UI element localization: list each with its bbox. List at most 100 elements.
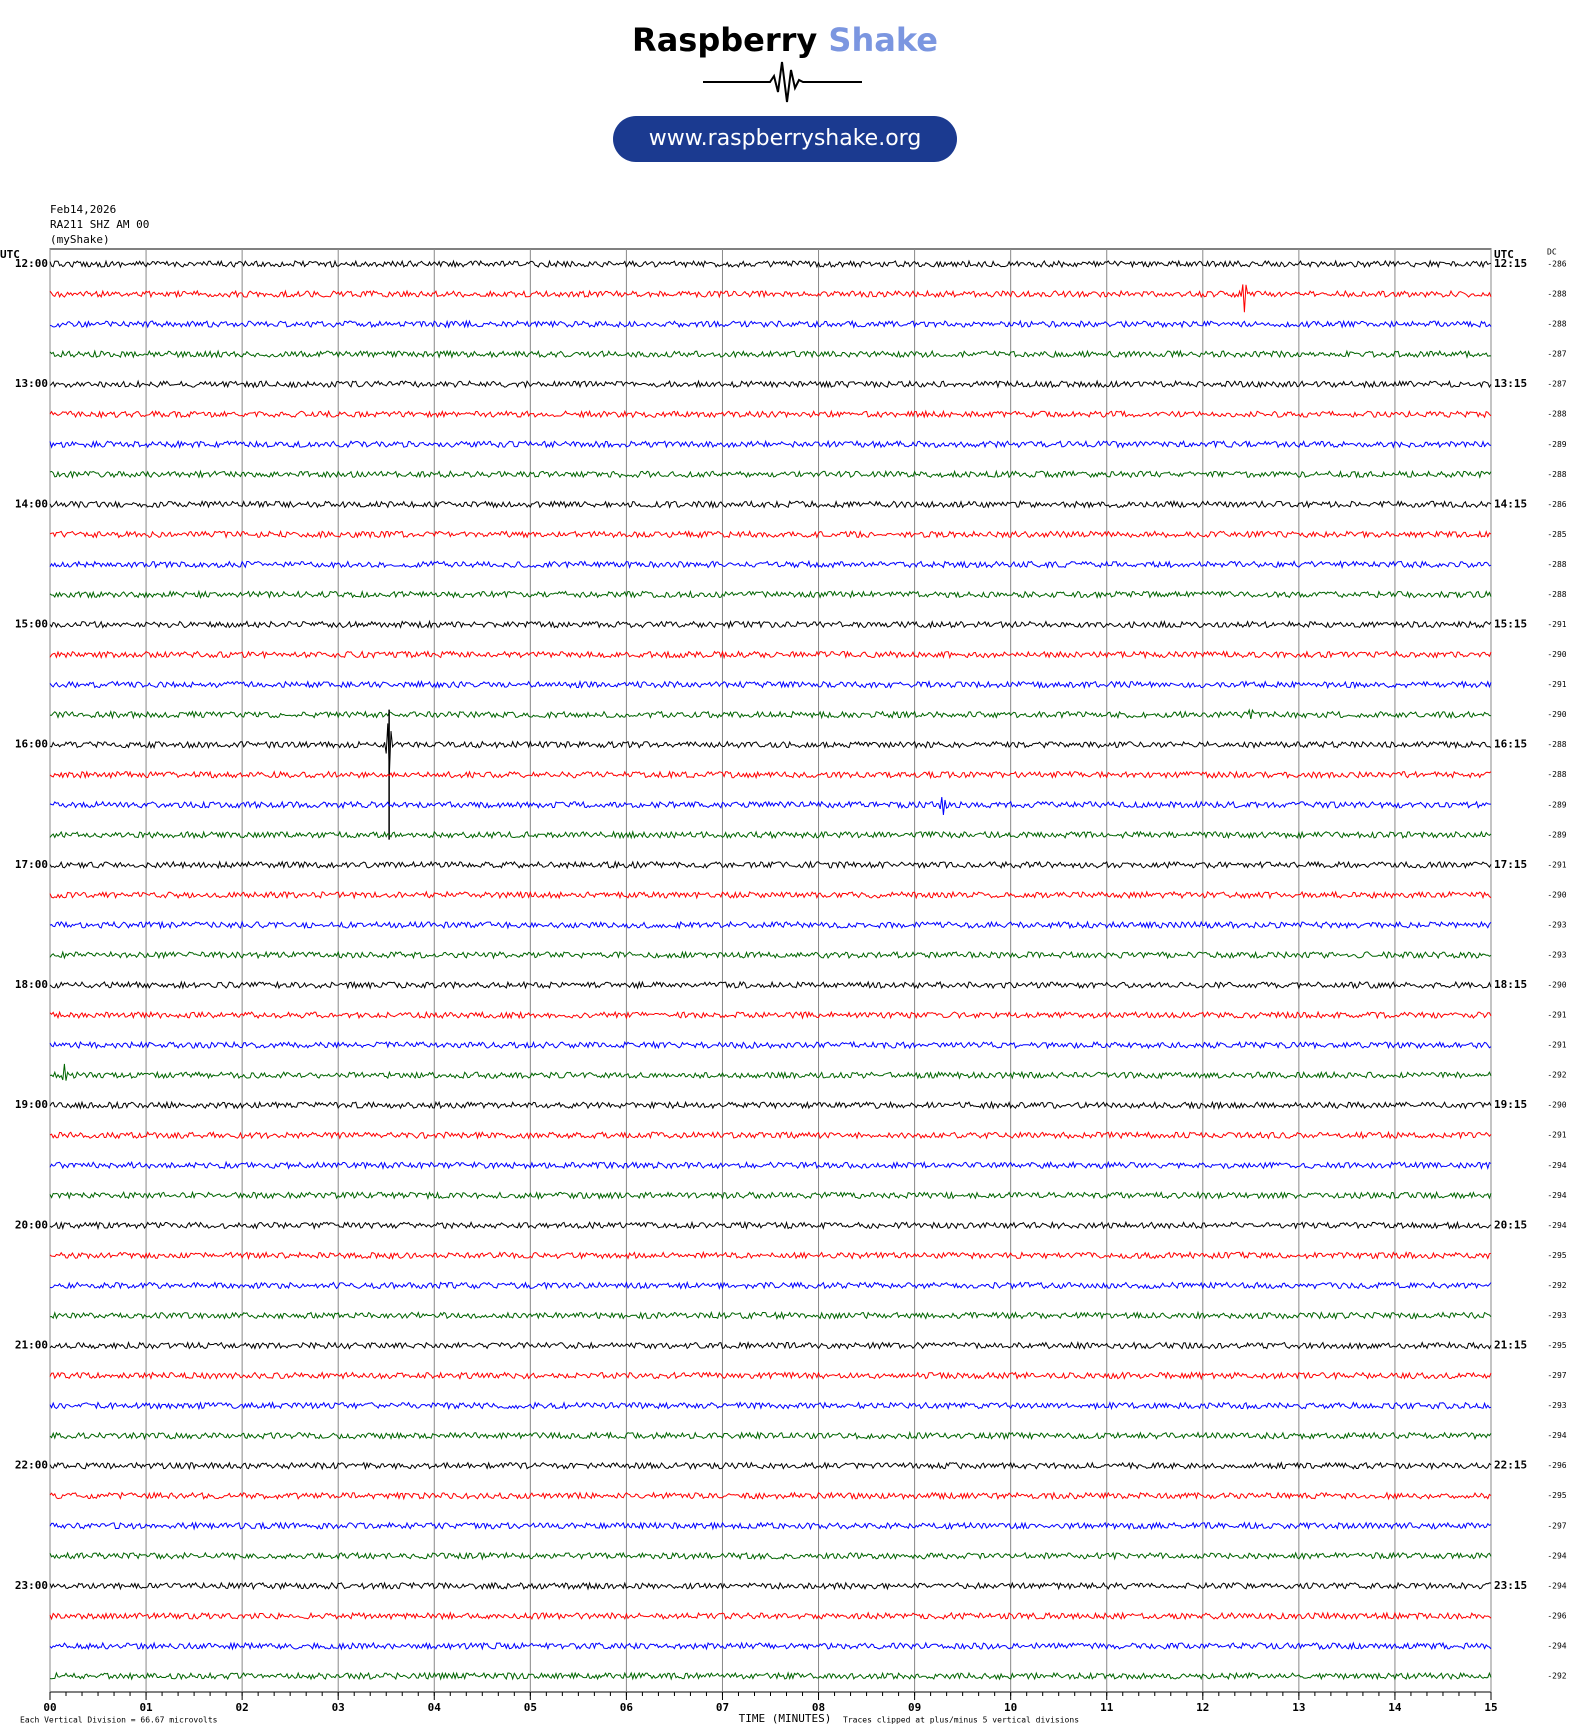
dc-value: -290	[1547, 650, 1566, 659]
dc-value: -289	[1547, 440, 1566, 449]
dc-value: -297	[1547, 1521, 1566, 1530]
trace	[49, 1581, 1492, 1591]
hour-label-right: 19:15	[1494, 1098, 1527, 1111]
trace	[49, 1100, 1492, 1110]
dc-value: -292	[1547, 1071, 1566, 1080]
trace	[50, 708, 1492, 720]
hour-label-left: 20:00	[15, 1218, 48, 1231]
hour-label-right: 15:15	[1494, 618, 1527, 631]
dc-value: -292	[1547, 1672, 1566, 1681]
x-tick-label: 05	[524, 1701, 537, 1714]
logo-text: Raspberry Shake	[632, 21, 938, 59]
dc-value: -291	[1547, 860, 1566, 869]
trace	[49, 284, 1492, 313]
trace	[49, 439, 1492, 450]
trace	[49, 379, 1492, 389]
plot-frame	[49, 248, 1492, 1693]
trace	[49, 1010, 1492, 1020]
trace	[49, 1671, 1492, 1681]
trace	[49, 1641, 1492, 1651]
hour-label-right: 18:15	[1494, 978, 1527, 991]
trace	[49, 770, 1492, 780]
trace	[49, 679, 1492, 690]
dc-value: -288	[1547, 470, 1566, 479]
trace	[49, 723, 1492, 774]
dc-value: -286	[1547, 500, 1566, 509]
utc-label: UTC	[1494, 248, 1514, 261]
x-tick-label: 06	[620, 1701, 634, 1714]
dc-value: -289	[1547, 830, 1566, 839]
x-tick-label: 01	[139, 1701, 153, 1714]
logo-word: Shake	[828, 21, 938, 59]
header-line: RA211 SHZ AM 00	[50, 218, 149, 231]
trace	[49, 1063, 1492, 1081]
hour-label-right: 20:15	[1494, 1218, 1527, 1231]
hour-label-right: 16:15	[1494, 738, 1527, 751]
dc-value: -293	[1547, 920, 1566, 929]
dc-value: -291	[1547, 1041, 1566, 1050]
dc-value: -291	[1547, 680, 1566, 689]
dc-value: -285	[1547, 530, 1566, 539]
dc-value: -291	[1547, 1011, 1566, 1020]
trace	[49, 1220, 1492, 1231]
dc-value: -293	[1547, 1311, 1566, 1320]
logo-squiggle	[703, 61, 862, 103]
x-tick-label: 12	[1196, 1701, 1209, 1714]
x-tick-label: 02	[236, 1701, 249, 1714]
dc-value: -288	[1547, 290, 1566, 299]
dc-value: -287	[1547, 350, 1566, 359]
trace	[49, 1250, 1492, 1261]
dc-value: -294	[1547, 1551, 1566, 1560]
trace	[49, 499, 1492, 509]
dc-value: -288	[1547, 590, 1566, 599]
trace	[49, 529, 1492, 540]
trace	[49, 1461, 1492, 1471]
trace	[49, 619, 1492, 630]
dc-value: -291	[1547, 620, 1566, 629]
dc-value: -294	[1547, 1191, 1566, 1200]
hour-label-right: 14:15	[1494, 497, 1527, 510]
trace	[49, 1160, 1492, 1171]
x-axis-label: TIME (MINUTES)	[739, 1712, 832, 1725]
x-tick-label: 08	[812, 1701, 825, 1714]
dc-value: -294	[1547, 1581, 1566, 1590]
x-tick-label: 11	[1100, 1701, 1114, 1714]
dc-value: -293	[1547, 950, 1566, 959]
hour-label-left: 15:00	[15, 618, 48, 631]
trace	[49, 349, 1492, 359]
trace	[49, 1551, 1492, 1561]
trace	[49, 920, 1492, 930]
dc-value: -291	[1547, 1131, 1566, 1140]
trace	[49, 589, 1492, 600]
trace	[49, 1340, 1492, 1350]
hour-label-right: 23:15	[1494, 1579, 1527, 1592]
header-line: Feb14,2026	[50, 203, 116, 216]
dc-value: -296	[1547, 1611, 1566, 1620]
dc-value: -295	[1547, 1491, 1566, 1500]
hour-label-left: 22:00	[15, 1459, 48, 1472]
hour-label-left: 16:00	[15, 738, 48, 751]
dc-value: -295	[1547, 1341, 1566, 1350]
x-tick-label: 10	[1004, 1701, 1017, 1714]
trace	[49, 1371, 1492, 1381]
trace	[49, 559, 1492, 570]
dc-value: -288	[1547, 740, 1566, 749]
x-tick-label: 15	[1484, 1701, 1497, 1714]
scale-note: Each Vertical Division = 66.67 microvolt…	[20, 1716, 218, 1725]
clip-note: Traces clipped at plus/minus 5 vertical …	[843, 1716, 1079, 1725]
trace	[49, 259, 1492, 269]
trace	[49, 1611, 1492, 1621]
x-tick-label: 07	[716, 1701, 729, 1714]
dc-value: -294	[1547, 1641, 1566, 1650]
x-tick-label: 04	[428, 1701, 442, 1714]
hour-label-right: 17:15	[1494, 858, 1527, 871]
hour-label-left: 17:00	[15, 858, 48, 871]
trace	[49, 319, 1492, 329]
dc-value: -288	[1547, 560, 1566, 569]
hour-label-left: 23:00	[15, 1579, 48, 1592]
hour-label-left: 18:00	[15, 978, 48, 991]
hour-label-right: 13:15	[1494, 377, 1527, 390]
dc-label: DC	[1547, 248, 1557, 257]
dc-value: -297	[1547, 1371, 1566, 1380]
